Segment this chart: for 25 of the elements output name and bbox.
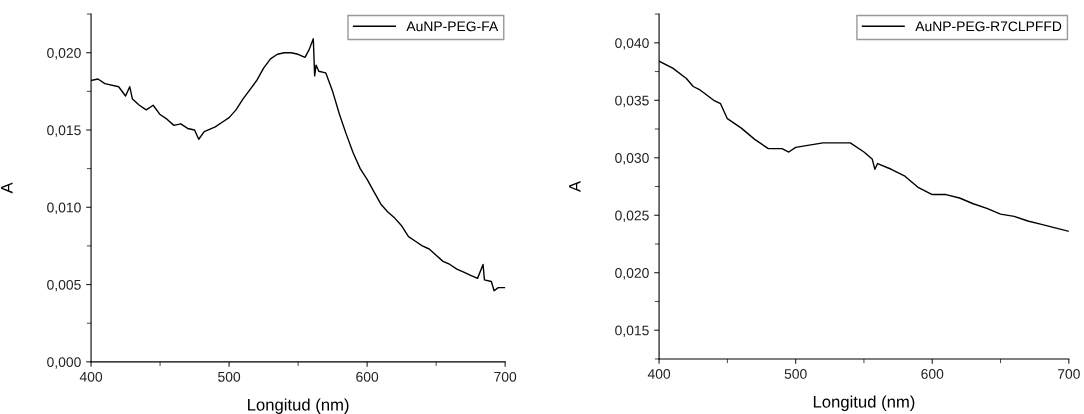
y-tick-label: 0,035 bbox=[615, 95, 649, 108]
y-tick-label: 0,015 bbox=[615, 325, 649, 338]
y-tick-label: 0,025 bbox=[615, 210, 649, 223]
legend-label: AuNP-PEG-FA bbox=[406, 21, 499, 32]
x-axis-title: Longitud (nm) bbox=[248, 398, 349, 414]
x-tick-label: 600 bbox=[921, 369, 944, 379]
y-tick-label: 0,020 bbox=[47, 48, 81, 60]
y-tick-label: 0,040 bbox=[615, 38, 649, 50]
y-axis-title: A bbox=[1, 182, 13, 194]
y-axis-title: A bbox=[569, 180, 581, 193]
y-tick-label: 0,030 bbox=[615, 153, 649, 165]
x-tick-label: 700 bbox=[1057, 369, 1080, 379]
y-tick-label: 0,015 bbox=[47, 125, 81, 137]
legend-label: AuNP-PEG-R7CLPFFD bbox=[915, 21, 1062, 32]
y-tick-label: 0,010 bbox=[47, 202, 81, 215]
x-tick-label: 600 bbox=[356, 371, 379, 382]
x-tick-label: 500 bbox=[784, 369, 807, 379]
x-tick-label: 500 bbox=[218, 371, 241, 382]
y-tick-label: 0,005 bbox=[47, 279, 81, 292]
x-axis-title: Longitud (nm) bbox=[813, 395, 915, 412]
x-tick-label: 700 bbox=[494, 371, 517, 382]
y-tick-label: 0,020 bbox=[615, 268, 649, 280]
y-tick-label: 0,000 bbox=[47, 357, 81, 369]
x-tick-label: 400 bbox=[647, 369, 671, 379]
x-tick-label: 400 bbox=[79, 371, 103, 382]
